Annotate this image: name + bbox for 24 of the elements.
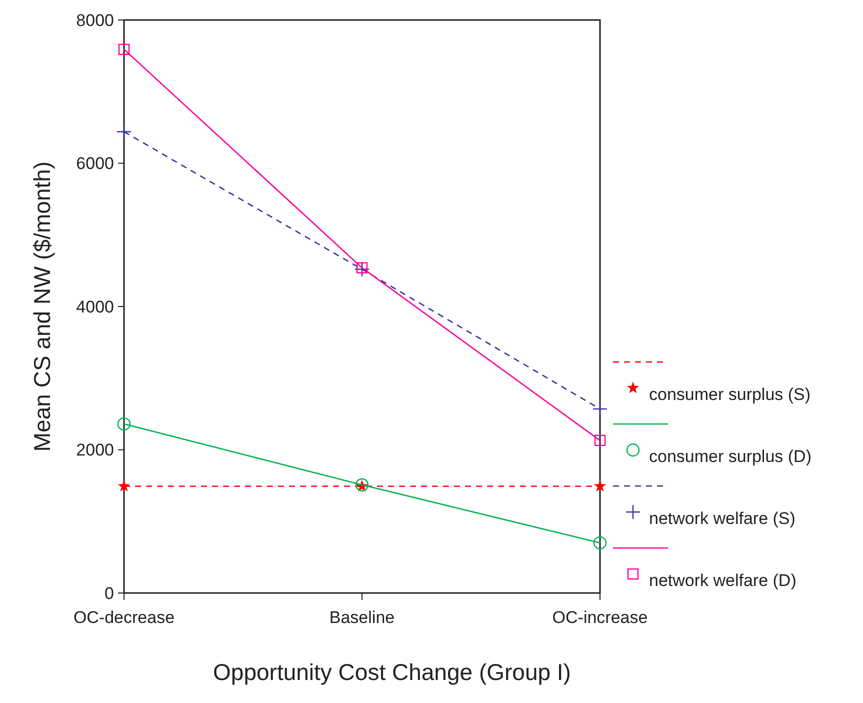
point [354, 262, 370, 277]
point [593, 536, 607, 550]
point [594, 434, 606, 446]
point [116, 124, 132, 140]
x-tick-label: Baseline [329, 608, 395, 627]
y-tick-label: 2000 [76, 440, 114, 460]
point [356, 262, 368, 274]
point [118, 480, 130, 492]
point [592, 401, 608, 417]
x-axis-title: Opportunity Cost Change (Group I) [213, 659, 571, 685]
point [117, 417, 131, 431]
y-tick-label: 0 [104, 584, 114, 603]
point [594, 480, 606, 492]
x-tick-label: OC-increase [552, 608, 648, 627]
legend-label: network welfare (S) [649, 509, 796, 528]
y-tick-label: 4000 [76, 297, 114, 316]
y-tick-label: 8000 [76, 10, 114, 30]
y-tick-label: 6000 [76, 154, 114, 174]
legend-label: network welfare (D) [649, 571, 796, 590]
legend-label: consumer surplus (S) [649, 385, 811, 404]
legend-label: consumer surplus (D) [649, 447, 812, 466]
x-tick-label: OC-decrease [73, 608, 175, 627]
point [118, 44, 130, 55]
y-axis-title: Mean CS and NW ($/month) [29, 161, 55, 452]
